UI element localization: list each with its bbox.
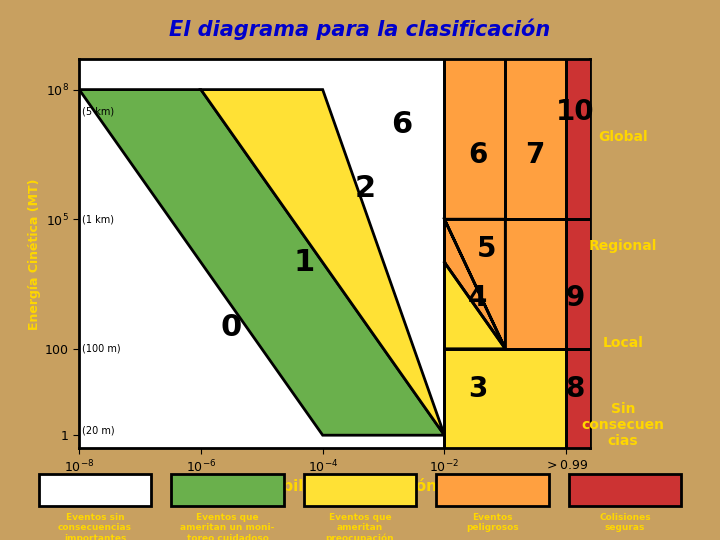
Text: (1 km): (1 km) (81, 214, 114, 224)
X-axis label: Probabilidad de colisión: Probabilidad de colisión (233, 480, 437, 495)
FancyBboxPatch shape (436, 474, 549, 505)
Text: 2: 2 (355, 174, 376, 204)
Text: Regional: Regional (589, 239, 657, 253)
Text: Sin
consecuen
cias: Sin consecuen cias (581, 402, 665, 448)
Text: Eventos
peligrosos: Eventos peligrosos (466, 513, 519, 532)
FancyBboxPatch shape (171, 474, 284, 505)
Polygon shape (201, 90, 444, 435)
Text: 10: 10 (556, 98, 595, 126)
FancyBboxPatch shape (304, 474, 416, 505)
Text: Colisiones
seguras: Colisiones seguras (599, 513, 651, 532)
Bar (566, 349, 595, 448)
Text: 8: 8 (565, 375, 585, 403)
Text: 7: 7 (525, 141, 544, 170)
Text: 4: 4 (468, 284, 487, 312)
Text: El diagrama para la clasificación: El diagrama para la clasificación (169, 19, 551, 40)
Bar (505, 219, 566, 349)
Text: 3: 3 (468, 375, 487, 403)
Text: Global: Global (598, 130, 647, 144)
Text: Eventos que
ameritan
preocupación: Eventos que ameritan preocupación (325, 513, 395, 540)
Bar (566, 59, 595, 219)
Text: 1: 1 (294, 248, 315, 277)
Text: 9: 9 (565, 284, 585, 312)
Polygon shape (444, 219, 505, 349)
Text: 6: 6 (468, 141, 487, 170)
Polygon shape (444, 219, 505, 349)
Bar (444, 59, 505, 219)
Polygon shape (79, 90, 444, 435)
Bar (566, 219, 595, 349)
FancyBboxPatch shape (569, 474, 681, 505)
Bar (444, 349, 566, 448)
FancyBboxPatch shape (39, 474, 151, 505)
Text: Local: Local (603, 336, 643, 350)
Y-axis label: Energía Cinética (MT): Energía Cinética (MT) (28, 178, 41, 329)
Bar (505, 59, 566, 219)
Text: 5: 5 (477, 235, 497, 264)
Text: 0: 0 (221, 313, 242, 342)
Text: Eventos que
ameritan un moni-
toreo cuidadoso: Eventos que ameritan un moni- toreo cuid… (180, 513, 275, 540)
Text: (5 km): (5 km) (81, 106, 114, 116)
Text: (100 m): (100 m) (81, 344, 120, 354)
Text: Eventos sin
consecuencias
importantes: Eventos sin consecuencias importantes (58, 513, 132, 540)
Text: (20 m): (20 m) (81, 426, 114, 436)
Text: 6: 6 (391, 110, 413, 139)
